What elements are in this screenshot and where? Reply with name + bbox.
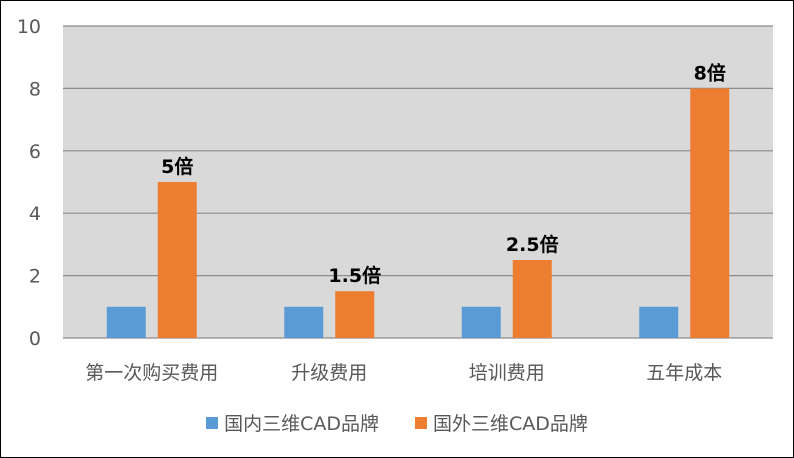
- y-tick-label: 6: [29, 141, 41, 163]
- bar-foreign: [335, 291, 375, 338]
- legend-label-domestic: 国内三维CAD品牌: [224, 413, 379, 435]
- bar-domestic: [284, 306, 324, 338]
- x-category-label: 五年成本: [646, 362, 722, 384]
- legend-label-foreign: 国外三维CAD品牌: [433, 413, 588, 435]
- x-category-label: 升级费用: [291, 362, 367, 384]
- data-label: 1.5倍: [328, 264, 381, 287]
- y-tick-label: 4: [29, 203, 41, 225]
- data-label: 8倍: [694, 61, 726, 84]
- bar-foreign: [512, 260, 552, 338]
- bar-domestic: [461, 306, 501, 338]
- bar-domestic: [106, 306, 146, 338]
- bar-foreign: [157, 182, 197, 338]
- y-tick-label: 8: [29, 78, 41, 100]
- legend-swatch-domestic: [206, 416, 219, 429]
- y-tick-label: 0: [29, 328, 41, 350]
- x-category-label: 培训费用: [469, 362, 545, 384]
- data-label: 5倍: [161, 155, 193, 178]
- bar-foreign: [690, 88, 730, 339]
- y-tick-label: 10: [17, 16, 41, 38]
- legend-item-domestic: 国内三维CAD品牌: [206, 409, 379, 436]
- y-tick-label: 2: [29, 266, 41, 288]
- bar-domestic: [639, 306, 679, 338]
- data-label: 2.5倍: [506, 233, 559, 256]
- legend-item-foreign: 国外三维CAD品牌: [415, 409, 588, 436]
- legend: 国内三维CAD品牌 国外三维CAD品牌: [1, 409, 793, 436]
- legend-swatch-foreign: [415, 416, 427, 429]
- x-category-label: 第一次购买费用: [85, 362, 218, 384]
